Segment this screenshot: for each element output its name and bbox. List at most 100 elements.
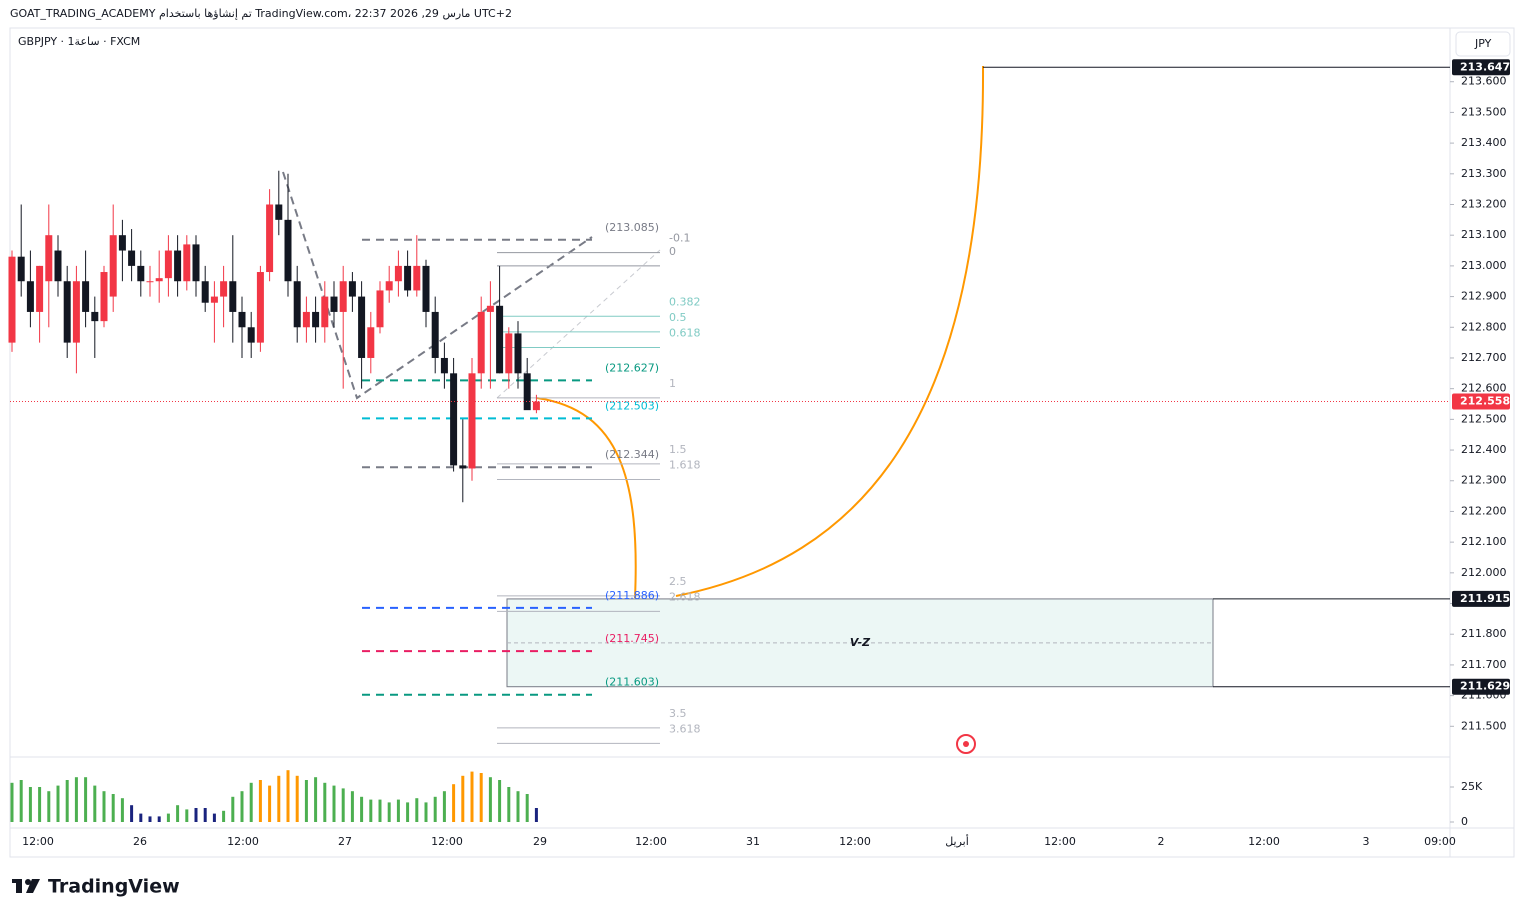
logo-part [26,879,40,893]
candle-body [109,235,117,297]
volume-bar [507,787,511,822]
candle-body [201,281,209,303]
candle-body [284,219,292,282]
volume-bar [157,816,161,822]
projection-curve [675,65,985,597]
volume-bar [93,785,97,822]
volume-tick-label: 25K [1461,780,1483,793]
volume-bar [415,798,419,822]
volume-bar [525,794,529,822]
volume-bar [516,791,520,822]
candle-body [302,311,310,328]
zone-label: V-Z [850,636,871,649]
candle-body [26,281,34,312]
fib-label: 0.382 [669,295,701,308]
pattern-diagonal [496,249,661,399]
volume-bar [139,813,143,822]
candle-body [266,204,274,273]
volume-bar [534,808,538,822]
candle-body [63,281,71,343]
x-tick-label: 2 [1158,835,1165,848]
level-label: (211.603) [605,676,659,689]
price-tag-label: 211.629 [1460,680,1510,693]
x-tick-label: 12:00 [22,835,54,848]
volume-bar [185,809,189,822]
target-icon-dot [963,741,969,747]
logo-part [25,879,31,885]
candle-body [413,265,421,291]
candle-body [532,401,540,411]
fib-label: 0.5 [669,311,687,324]
candle-body [17,256,25,282]
candle-body [229,281,237,312]
x-tick-label: 3 [1363,835,1370,848]
volume-bar [286,770,290,822]
candle-body [431,311,439,358]
candle-body [118,235,126,251]
volume-bar [314,777,318,822]
x-tick-label: 09:00 [1424,835,1456,848]
level-label: (212.344) [605,448,659,461]
level-label: (212.503) [605,399,659,412]
volume-bar [212,813,216,822]
level-label: (211.745) [605,632,659,645]
candle-body [164,250,172,279]
candle-body [330,296,338,312]
level-label: (211.886) [605,589,659,602]
fib-label: 2.5 [669,575,687,588]
candle-body [404,265,412,291]
candle-body [100,272,108,322]
fib-label: 1.5 [669,443,687,456]
candle-body [358,296,366,358]
x-tick-label: 12:00 [1248,835,1280,848]
volume-bar [295,775,299,822]
currency: JPY [1474,37,1492,50]
y-tick-label: 213.400 [1461,136,1507,149]
candle-body [45,235,53,282]
volume-bar [19,780,23,822]
candle-body [468,373,476,469]
pattern-line [282,171,593,400]
candle-body [8,256,16,343]
x-tick-label: 29 [533,835,547,848]
volume-bar [102,791,106,822]
candle-body [367,327,375,358]
y-tick-label: 212.900 [1461,290,1507,303]
fib-label: 1 [669,377,676,390]
volume-bar [369,799,373,822]
volume-bar [488,777,492,822]
x-tick-label: 12:00 [431,835,463,848]
y-tick-label: 211.700 [1461,658,1507,671]
candle-body [36,265,44,312]
y-tick-label: 213.100 [1461,228,1507,241]
volume-bar [406,802,410,822]
x-tick-label: 12:00 [227,835,259,848]
y-tick-label: 213.000 [1461,259,1507,272]
fib-label: 3.5 [669,707,687,720]
volume-bar [277,775,281,822]
candle-body [155,278,163,282]
candle-body [183,244,191,282]
candle-body [450,373,458,466]
price-tag-label: 211.915 [1460,592,1510,605]
fib-label: 1.618 [669,458,701,471]
candle-body [394,265,402,282]
y-tick-label: 212.600 [1461,382,1507,395]
volume-bar [240,791,244,822]
volume-bar [350,791,354,822]
volume-bar [442,791,446,822]
candle-body [82,281,90,312]
volume-bar [65,780,69,822]
fib-label: 2.618 [669,590,701,603]
y-tick-label: 212.100 [1461,535,1507,548]
volume-bar [461,775,465,822]
volume-bar [396,799,400,822]
currency-button[interactable] [1455,31,1511,57]
header: GOAT_TRADING_ACADEMY تم إنشاؤها باستخدام… [10,7,512,20]
candle-body [220,281,228,297]
volume-bar [56,785,60,822]
x-tick-label: 26 [133,835,147,848]
candle-body [440,357,448,374]
volume-bar [424,802,428,822]
volume-bar [130,805,134,822]
